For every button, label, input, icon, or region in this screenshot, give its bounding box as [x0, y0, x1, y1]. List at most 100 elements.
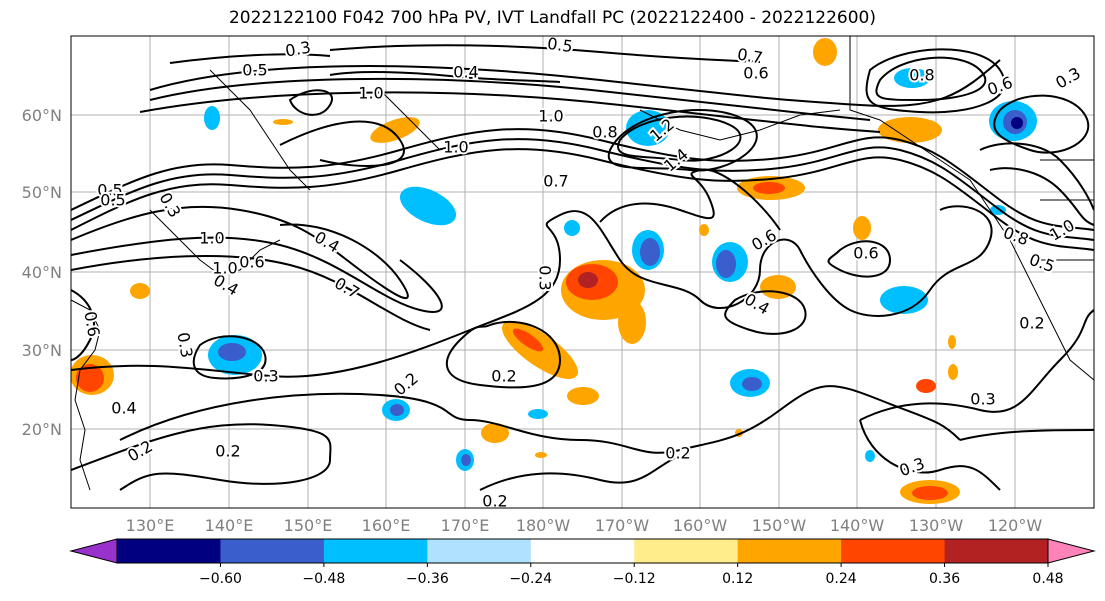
- coastline: [209, 69, 311, 191]
- pv-contour: [599, 168, 781, 231]
- colorbar-arrow-high: [1047, 538, 1096, 564]
- colorbar-arrow-low: [69, 538, 118, 564]
- contour-label: 0.5: [100, 191, 125, 210]
- longitude-label: 130°W: [909, 516, 964, 535]
- colorbar-tick-label: 0.36: [929, 571, 960, 587]
- contour-label: 0.2: [1019, 314, 1044, 333]
- pv-contour: [71, 128, 1094, 231]
- positive-anomaly: [130, 283, 150, 299]
- colorbar-segment: [944, 539, 1049, 563]
- negative-anomaly: [204, 106, 220, 130]
- pv-contour: [71, 236, 443, 313]
- colorbar-tick-label: −0.12: [613, 571, 656, 587]
- positive-anomaly: [878, 117, 942, 143]
- contour-label: 0.8: [909, 66, 934, 85]
- colorbar-segment: [220, 539, 325, 563]
- colorbar-segment: [323, 539, 428, 563]
- contour-label: 0.3: [536, 265, 555, 290]
- coastline: [849, 36, 1094, 381]
- negative-anomaly: [865, 450, 875, 462]
- pv-contour: [607, 109, 758, 172]
- pv-contour: [445, 320, 562, 389]
- longitude-label: 140°E: [205, 516, 254, 535]
- colorbar-segment: [427, 539, 532, 563]
- contour-label: 1.0: [199, 229, 224, 248]
- positive-anomaly: [578, 272, 598, 288]
- pv-contour: [71, 210, 761, 378]
- pv-contour: [71, 205, 409, 299]
- longitude-label: 120°W: [988, 516, 1043, 535]
- negative-anomaly: [894, 68, 930, 88]
- colorbar-tick-label: 0.12: [722, 571, 753, 587]
- coastline: [379, 89, 441, 151]
- positive-anomaly: [370, 117, 420, 143]
- colorbar-segment: [530, 539, 635, 563]
- positive-anomaly: [512, 328, 544, 352]
- colorbar-tick-label: −0.48: [302, 571, 345, 587]
- pv-contour: [149, 77, 871, 121]
- longitude-label: 160°W: [673, 516, 728, 535]
- contour-label: 0.7: [543, 172, 568, 191]
- longitude-label: 170°W: [595, 516, 650, 535]
- longitude-label: 150°E: [284, 516, 333, 535]
- pv-contour: [149, 59, 1001, 107]
- pv-contour: [71, 289, 95, 361]
- pv-contour: [617, 115, 742, 162]
- contour-label: 0.5: [546, 34, 574, 56]
- pv-contour: [192, 335, 267, 380]
- positive-anomaly: [916, 379, 936, 393]
- contour-label: 1.0: [358, 84, 383, 103]
- positive-anomaly: [813, 38, 837, 66]
- negative-anomaly: [399, 186, 457, 226]
- latitude-labels: 60°N 50°N 40°N 30°N 20°N: [22, 106, 62, 439]
- pv-contour: [993, 94, 1090, 154]
- pv-contour: [859, 309, 1094, 421]
- pv-contour: [479, 454, 681, 491]
- contour-label: 0.5: [97, 181, 122, 200]
- negative-anomaly: [461, 454, 471, 466]
- negative-anomaly: [640, 238, 660, 266]
- longitude-label: 150°W: [752, 516, 807, 535]
- coastline: [639, 109, 841, 141]
- coastline: [149, 209, 281, 276]
- pv-contour: [139, 91, 881, 133]
- negative-anomaly: [742, 377, 762, 391]
- longitude-label: 130°E: [126, 516, 175, 535]
- pv-contour: [875, 56, 987, 102]
- pv-contour: [71, 138, 1094, 241]
- positive-anomaly: [618, 300, 646, 344]
- contour-label: 0.2: [482, 492, 507, 511]
- positive-anomaly: [948, 364, 958, 380]
- colorbar-segment: [117, 539, 221, 563]
- negative-anomaly: [390, 404, 404, 416]
- colorbar-tick-label: −0.24: [509, 571, 552, 587]
- pv-contour: [329, 71, 561, 83]
- latitude-label: 50°N: [22, 183, 62, 202]
- pv-contour: [865, 48, 1006, 114]
- longitude-label: 180°W: [516, 516, 571, 535]
- contour-label: 1.0: [212, 259, 237, 278]
- pv-contour: [279, 120, 405, 167]
- longitude-label: 170°E: [441, 516, 490, 535]
- pv-contour: [119, 385, 961, 454]
- colorbar-tick-label: 0.48: [1032, 571, 1063, 587]
- longitude-labels: 130°E 140°E 150°E 160°E 170°E 180°W 170°W 160°W…: [126, 516, 1043, 535]
- longitude-label: 140°W: [830, 516, 885, 535]
- pv-contour: [989, 167, 1094, 226]
- positive-anomaly: [481, 423, 509, 443]
- colorbar-tick-label: −0.60: [199, 571, 242, 587]
- colorbar: −0.60 −0.48 −0.36 −0.24 −0.12 0.12 0.24 0.36 0.4…: [69, 538, 1096, 587]
- positive-anomaly: [567, 387, 599, 405]
- coastlines: [71, 36, 1094, 491]
- contour-label: 1.0: [443, 138, 468, 157]
- pv-contour: [288, 89, 333, 116]
- contour-label: 0.2: [665, 444, 690, 463]
- contour-label: 0.4: [111, 399, 136, 418]
- contour-label: 0.3: [253, 367, 278, 386]
- latitude-label: 30°N: [22, 341, 62, 360]
- pv-contour: [71, 148, 1094, 251]
- positive-anomaly: [699, 224, 709, 236]
- contour-label: 1.0: [538, 107, 563, 126]
- contour-label: 0.6: [743, 64, 768, 83]
- colorbar-segment: [841, 539, 946, 563]
